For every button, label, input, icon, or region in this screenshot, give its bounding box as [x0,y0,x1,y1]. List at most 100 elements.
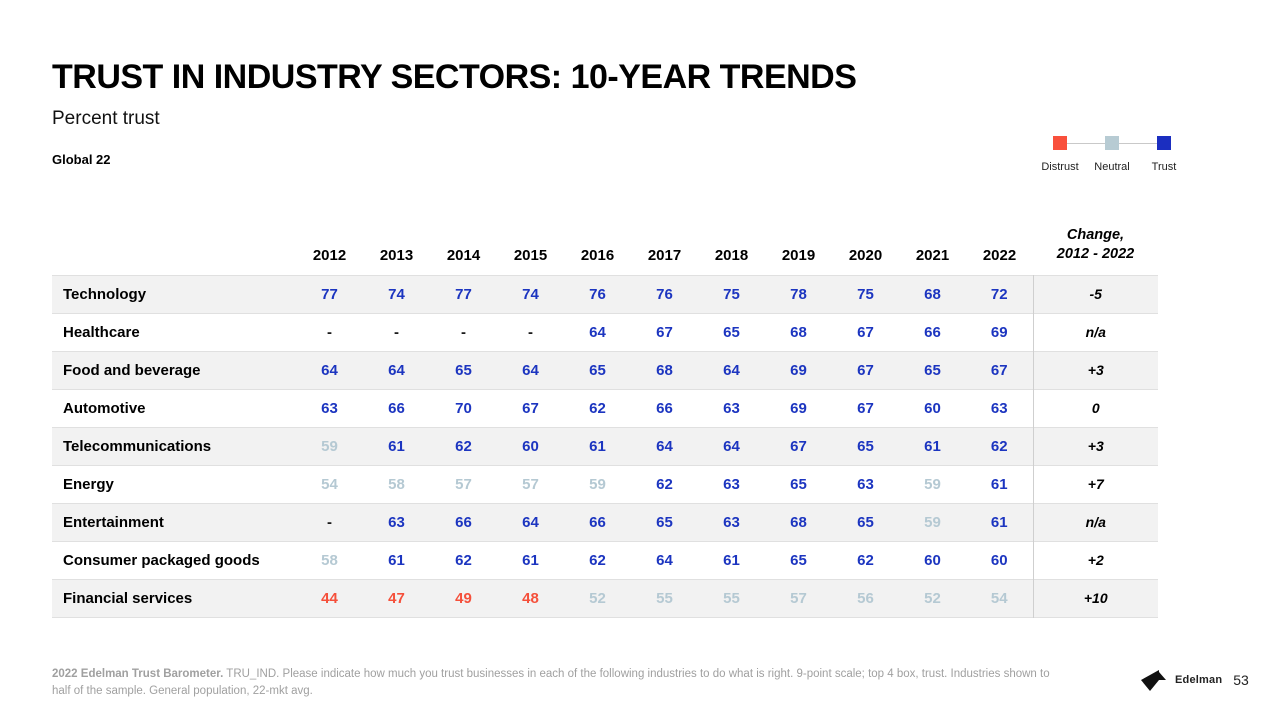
change-header-line1: Change, [1066,227,1125,243]
trust-table: 2012 2013 2014 2015 2016 2017 2018 2019 2020 2021… [52,226,1158,618]
year-column-header: 2022 [982,246,1017,264]
sector-label: Entertainment [63,513,164,531]
year-column-header: 2013 [379,246,414,264]
value-cell: 70 [455,399,472,417]
table-row: Healthcare - - - - 64 67 65 68 67 66 69 n/a [52,313,1158,352]
value-cell: 77 [455,285,472,303]
value-cell: 72 [990,285,1008,303]
value-cell: 64 [522,361,539,379]
sector-label: Food and beverage [63,361,201,379]
year-column-header: 2015 [513,246,548,264]
value-cell: 59 [589,475,606,493]
value-cell: - [327,323,332,341]
year-column-header: 2016 [580,246,615,264]
page-number: 53 [1233,672,1249,688]
value-cell: 60 [522,437,539,455]
sector-label: Energy [63,475,114,493]
value-cell: 69 [790,399,807,417]
value-cell: 61 [522,551,539,569]
value-cell: 52 [589,589,606,607]
value-cell: 62 [589,551,606,569]
value-cell: 64 [656,437,673,455]
edelman-logo-icon [1141,670,1166,691]
value-cell: 55 [656,589,673,607]
value-cell: 63 [723,475,740,493]
value-cell: 66 [388,399,405,417]
value-cell: 66 [455,513,472,531]
sector-label: Automotive [63,399,146,417]
sector-column-header [52,226,296,275]
sector-label: Financial services [63,589,193,607]
distrust-swatch-icon [1053,136,1067,150]
year-column-header: 2018 [714,246,749,264]
change-cell: +7 [1032,465,1158,504]
value-cell: 52 [924,589,941,607]
year-column-header: 2017 [647,246,682,264]
change-cell: n/a [1032,313,1158,352]
legend-item-neutral: Neutral [1086,136,1138,173]
table-row: Automotive 63 66 70 67 62 66 63 69 67 60 63 0 [52,389,1158,428]
change-cell: +3 [1032,351,1158,390]
value-cell: 65 [857,437,874,455]
value-cell: 62 [455,437,472,455]
value-cell: 57 [790,589,807,607]
value-cell: 64 [321,361,338,379]
change-cell: n/a [1032,503,1158,542]
value-cell: 75 [857,285,874,303]
value-cell: 76 [656,285,673,303]
value-cell: 63 [321,399,338,417]
neutral-swatch-icon [1105,136,1119,150]
scope-label: Global 22 [52,152,111,167]
table-header-row: 2012 2013 2014 2015 2016 2017 2018 2019 2020 2021… [52,226,1158,275]
value-cell: 59 [321,437,338,455]
trust-swatch-icon [1157,136,1171,150]
value-cell: 74 [522,285,539,303]
value-cell: 64 [656,551,673,569]
source-footnote: 2022 Edelman Trust Barometer. TRU_IND. P… [52,666,1052,701]
change-cell: 0 [1032,389,1158,428]
value-cell: 61 [388,437,405,455]
year-column-header: 2021 [915,246,950,264]
table-row: Entertainment - 63 66 64 66 65 63 68 65 59 61 n/a [52,503,1158,542]
value-cell: 63 [857,475,874,493]
value-cell: 55 [723,589,740,607]
value-cell: - [394,323,399,341]
change-header-line2: 2012 - 2022 [1056,245,1135,262]
change-cell: -5 [1032,275,1158,314]
value-cell: 61 [924,437,941,455]
value-cell: 67 [522,399,539,417]
value-cell: 49 [455,589,472,607]
year-column-header: 2014 [446,246,481,264]
value-cell: 62 [589,399,606,417]
value-cell: 58 [321,551,338,569]
year-column-header: 2012 [312,246,347,264]
year-column-header: 2019 [781,246,816,264]
value-cell: 78 [790,285,807,303]
value-cell: 64 [388,361,405,379]
change-cell: +10 [1032,579,1158,618]
table-row: Financial services 44 47 49 48 52 55 55 57 56 52 54… [52,579,1158,618]
value-cell: 44 [321,589,338,607]
value-cell: 59 [924,475,941,493]
value-cell: 61 [723,551,740,569]
value-cell: 62 [990,437,1008,455]
value-cell: 63 [723,399,740,417]
value-cell: 60 [924,551,941,569]
value-cell: 66 [589,513,606,531]
value-cell: 54 [321,475,338,493]
value-cell: 64 [723,361,740,379]
value-cell: 63 [723,513,740,531]
sector-label: Consumer packaged goods [63,551,260,569]
value-cell: 66 [656,399,673,417]
value-cell: 69 [990,323,1008,341]
table-row: Food and beverage 64 64 65 64 65 68 64 69 67 65 67 +… [52,351,1158,390]
value-cell: 65 [790,551,807,569]
change-column-header: Change, 2012 - 2022 [1033,226,1158,275]
value-cell: - [327,513,332,531]
value-cell: 60 [990,551,1008,569]
value-cell: 65 [924,361,941,379]
value-cell: 66 [924,323,941,341]
legend-label: Neutral [1094,161,1130,173]
page-title: TRUST IN INDUSTRY SECTORS: 10-YEAR TREND… [52,58,857,96]
